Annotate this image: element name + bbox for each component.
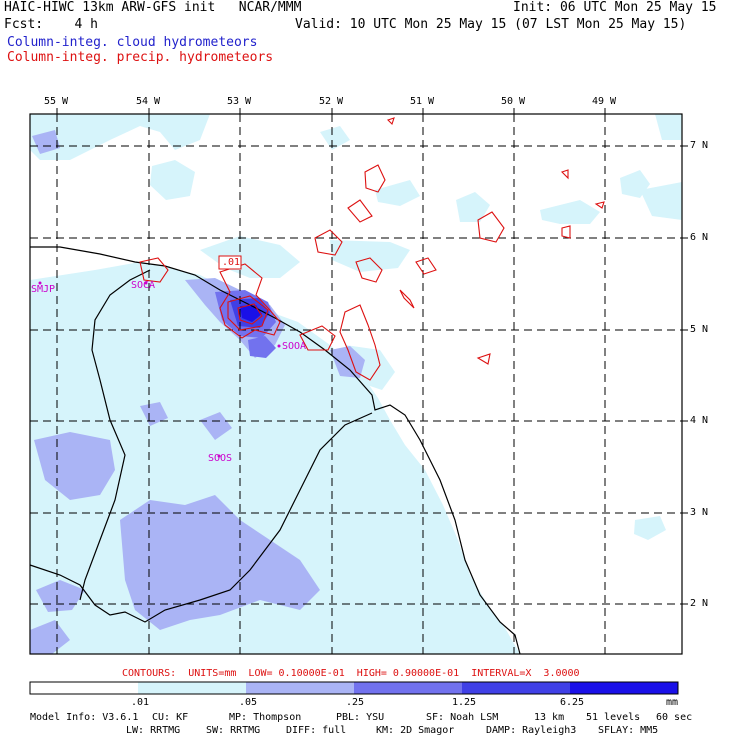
lon-label: 51 W: [410, 96, 435, 107]
coastline: [29, 246, 521, 655]
grid-lines: [30, 114, 682, 654]
forecast-hour: Fcst: 4 h: [4, 17, 98, 32]
station-label-smjp: SMJP: [31, 284, 56, 295]
lat-label: 7 N: [690, 140, 709, 151]
colorbar-tick: .05: [239, 697, 258, 708]
footer-resolution: 13 km: [534, 712, 565, 723]
lat-ticks: [682, 145, 688, 605]
lat-label: 2 N: [690, 598, 709, 609]
contours-note: CONTOURS: UNITS=mm LOW= 0.10000E-01 HIGH…: [122, 668, 580, 679]
lon-label: 53 W: [227, 96, 252, 107]
lat-label: 6 N: [690, 232, 709, 243]
footer-diff: DIFF: full: [286, 725, 347, 736]
footer-sf: SF: Noah LSM: [426, 712, 499, 723]
colorbar: [29, 681, 679, 695]
lon-label: 50 W: [501, 96, 526, 107]
footer-lw: LW: RRTMG: [126, 725, 181, 736]
footer-cu: CU: KF: [152, 712, 189, 723]
contour-label-box: [218, 255, 242, 270]
colorbar-units: mm: [666, 697, 679, 708]
footer-model-version: Model Info: V3.6.1: [30, 712, 139, 723]
lon-label: 52 W: [319, 96, 344, 107]
cloud-fill-level2: [30, 130, 365, 654]
footer-km: KM: 2D Smagor: [376, 725, 455, 736]
colorbar-tick: .25: [346, 697, 365, 708]
map-frame: [29, 113, 683, 655]
lat-label: 4 N: [690, 415, 709, 426]
station-label-soos: SOOS: [208, 453, 233, 464]
footer-mp: MP: Thompson: [229, 712, 302, 723]
lon-label: 49 W: [592, 96, 617, 107]
colorbar-tick: .01: [131, 697, 150, 708]
lon-label: 54 W: [136, 96, 161, 107]
station-label-sooa: SOOA: [282, 341, 307, 352]
footer-timestep: 60 sec: [656, 712, 693, 723]
footer-levels: 51 levels: [586, 712, 641, 723]
precip-contours: [139, 117, 605, 381]
lon-ticks: [56, 108, 606, 114]
footer-sflay: SFLAY: MM5: [598, 725, 659, 736]
valid-time: Valid: 10 UTC Mon 25 May 15 (07 LST Mon …: [295, 17, 687, 32]
lon-label: 55 W: [44, 96, 69, 107]
colorbar-tick: 6.25: [560, 697, 585, 708]
footer-sw: SW: RRTMG: [206, 725, 261, 736]
lat-label: 3 N: [690, 507, 709, 518]
lat-label: 5 N: [690, 324, 709, 335]
legend-cloud: Column-integ. cloud hydrometeors: [7, 35, 258, 50]
contour-label: .01: [222, 257, 241, 268]
station-label-soca: SOCA: [131, 280, 156, 291]
footer-damp: DAMP: Rayleigh3: [486, 725, 577, 736]
footer-pbl: PBL: YSU: [336, 712, 385, 723]
legend-precip: Column-integ. precip. hydrometeors: [7, 50, 274, 65]
plot-title: HAIC-HIWC 13km ARW-GFS init NCAR/MMM: [4, 0, 302, 15]
init-time: Init: 06 UTC Mon 25 May 15: [513, 0, 717, 15]
station-markers: [38, 281, 281, 458]
colorbar-tick: 1.25: [452, 697, 477, 708]
